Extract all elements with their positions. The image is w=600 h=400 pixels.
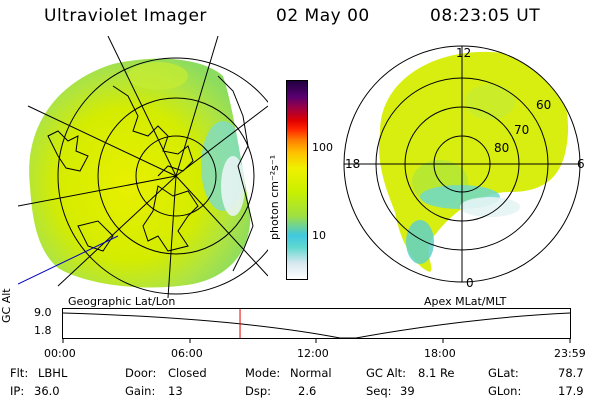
time-tick-1200: 12:00 <box>297 347 329 360</box>
seq-label: Seq: <box>366 384 392 398</box>
time-tick-1800: 18:00 <box>424 347 456 360</box>
gc-alt-axis-label: GC Alt <box>0 288 13 323</box>
mlt-label-left: 18 <box>345 157 361 171</box>
glon-value: 17.9 <box>558 384 584 398</box>
colorbar-tick-10: 10 <box>312 229 326 242</box>
gc-alt-label: GC Alt: <box>366 366 407 380</box>
dsp-value: 2.6 <box>298 384 317 398</box>
gc-alt-tick-max: 9.0 <box>34 306 52 319</box>
flt-value: LBHL <box>38 366 68 380</box>
color-scale-bar <box>286 80 308 280</box>
date-label: 02 May 00 <box>276 6 370 26</box>
flt-label: Flt: <box>10 366 29 380</box>
seq-value: 39 <box>400 384 415 398</box>
time-tick-0000: 00:00 <box>44 347 76 360</box>
gc-alt-value: 8.1 Re <box>418 366 455 380</box>
ip-label: IP: <box>10 384 25 398</box>
mlat-mlt-polar-plot <box>343 45 581 283</box>
mlat-label-70: 70 <box>514 123 530 137</box>
geographic-caption: Geographic Lat/Lon <box>68 295 176 308</box>
glat-label: GLat: <box>488 366 519 380</box>
mlt-label-right: 6 <box>577 157 585 171</box>
geographic-projection-image <box>18 36 268 298</box>
time-tick-0600: 06:00 <box>171 347 203 360</box>
instrument-title: Ultraviolet Imager <box>44 6 207 26</box>
glat-value: 78.7 <box>558 366 584 380</box>
mode-value: Normal <box>290 366 332 380</box>
dsp-label: Dsp: <box>245 384 272 398</box>
gain-value: 13 <box>168 384 183 398</box>
door-label: Door: <box>125 366 157 380</box>
glon-label: GLon: <box>488 384 522 398</box>
colorbar-tick-100: 100 <box>312 141 333 154</box>
mlat-label-80: 80 <box>494 141 510 155</box>
mlt-label-top: 12 <box>456 46 472 60</box>
time-tick-2359: 23:59 <box>554 347 586 360</box>
mlt-label-bottom: 0 <box>466 276 474 290</box>
door-value: Closed <box>168 366 207 380</box>
gain-label: Gain: <box>125 384 156 398</box>
mlat-label-60: 60 <box>536 98 552 112</box>
gc-alt-tick-min: 1.8 <box>34 324 52 337</box>
mode-label: Mode: <box>245 366 281 380</box>
time-label: 08:23:05 UT <box>430 6 541 26</box>
polar-caption: Apex MLat/MLT <box>424 295 507 308</box>
ip-value: 36.0 <box>34 384 60 398</box>
altitude-timeline-plot <box>62 308 571 343</box>
colorbar-unit-label: photon cm⁻²s⁻¹ <box>268 154 281 240</box>
